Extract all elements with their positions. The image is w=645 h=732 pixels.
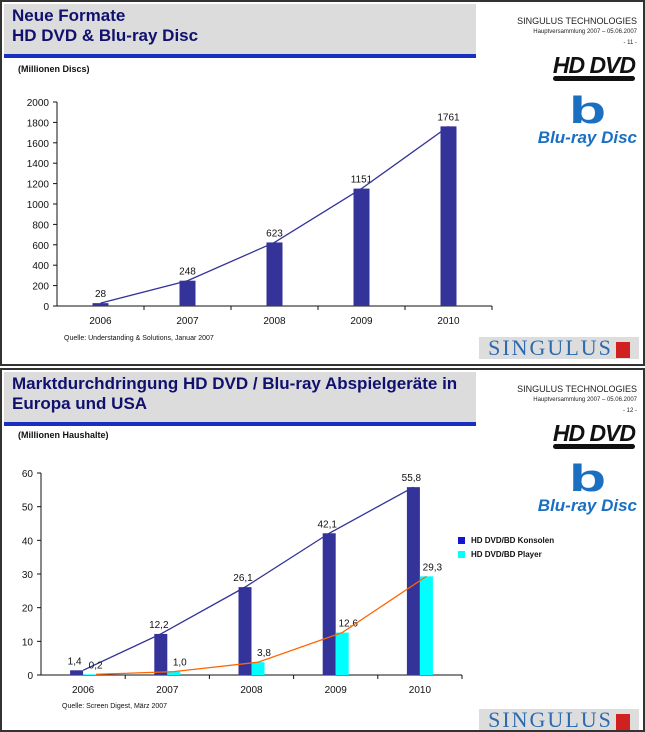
y-tick-label: 1400 (27, 159, 50, 170)
hd-dvd-logo: HD DVD (552, 52, 636, 81)
y-tick-label: 200 (32, 282, 49, 293)
x-tick-label: 2010 (437, 316, 460, 327)
y-tick-label: 60 (22, 469, 34, 480)
page-number: - 11 - (623, 40, 637, 46)
bar (322, 533, 336, 675)
y-tick-label: 1200 (27, 180, 50, 191)
unit-label: (Millionen Haushalte) (18, 430, 109, 440)
slide-1: Neue Formate HD DVD & Blu-ray Disc SINGUL… (0, 0, 645, 366)
y-tick-label: 0 (43, 302, 49, 313)
y-tick-label: 40 (22, 536, 34, 547)
company-name: SINGULUS TECHNOLOGIES (517, 16, 637, 26)
y-tick-label: 2000 (27, 98, 50, 109)
x-tick-label: 2008 (263, 316, 286, 327)
y-tick-label: 50 (22, 503, 34, 514)
data-label: 12,2 (149, 620, 169, 631)
title-line-2: Europa und USA (12, 394, 148, 413)
x-tick-label: 2008 (240, 685, 263, 696)
bar (179, 280, 196, 306)
bar (419, 576, 433, 675)
data-label: 42,1 (317, 519, 337, 530)
bar (440, 126, 457, 307)
y-tick-label: 400 (32, 261, 49, 272)
x-tick-label: 2006 (89, 316, 112, 327)
data-label: 12,6 (338, 619, 358, 630)
corporate-info: SINGULUS TECHNOLOGIES Hauptversammlung 20… (517, 384, 637, 417)
title-line-1: Marktdurchdringung HD DVD / Blu-ray Absp… (12, 374, 458, 393)
trend-line (96, 575, 427, 675)
event: Hauptversammlung 2007 – 05.06.2007 (533, 397, 637, 403)
y-tick-label: 0 (27, 671, 33, 682)
corporate-info: SINGULUS TECHNOLOGIES Hauptversammlung 20… (517, 16, 637, 49)
chart-2: 0 10 20 30 40 50 60 2006 2007 2008 2009 2010 1,4 12,2… (22, 469, 463, 696)
slide-2: Marktdurchdringung HD DVD / Blu-ray Absp… (0, 368, 645, 732)
bar (406, 487, 420, 675)
data-label: 623 (266, 228, 283, 239)
data-label: 26,1 (233, 573, 253, 584)
bar (83, 674, 97, 675)
legend-item: HD DVD/BD Konsolen (458, 536, 554, 545)
data-label: 3,8 (257, 648, 271, 659)
y-tick-label: 1600 (27, 139, 50, 150)
slide-header: Neue Formate HD DVD & Blu-ray Disc (4, 4, 476, 58)
data-label: 55,8 (402, 473, 422, 484)
y-tick-label: 600 (32, 241, 49, 252)
slide-header: Marktdurchdringung HD DVD / Blu-ray Absp… (4, 372, 476, 426)
page-number: - 12 - (622, 408, 637, 414)
y-tick-label: 30 (22, 570, 34, 581)
source-note: Quelle: Understanding & Solutions, Janua… (64, 335, 214, 342)
x-tick-label: 2010 (409, 685, 432, 696)
y-tick-label: 800 (32, 220, 49, 231)
bluray-logo: b Blu-ray Disc (537, 458, 637, 515)
x-tick-label: 2007 (156, 685, 179, 696)
bar (154, 633, 168, 675)
chart-1: 0 200 400 600 800 1000 1200 1400 1600 1800 2000 200… (27, 98, 493, 327)
bar (92, 303, 109, 306)
data-label: 1,0 (173, 658, 187, 669)
data-label: 1151 (351, 175, 373, 186)
unit-label: (Millionen Discs) (18, 64, 90, 74)
bar (238, 587, 252, 675)
data-label: 29,3 (423, 562, 443, 573)
bar (335, 632, 349, 675)
y-tick-label: 1000 (27, 200, 50, 211)
bar (353, 188, 370, 306)
legend-item: HD DVD/BD Player (458, 550, 542, 559)
y-tick-label: 10 (22, 637, 34, 648)
y-tick-label: 1800 (27, 118, 50, 129)
data-label: 28 (95, 289, 107, 300)
trend-line (100, 125, 449, 304)
data-label: 0,2 (89, 660, 103, 671)
bluray-logo: b Blu-ray Disc (537, 90, 637, 147)
x-tick-label: 2009 (350, 316, 373, 327)
x-tick-label: 2007 (176, 316, 199, 327)
x-tick-label: 2009 (325, 685, 348, 696)
bar (167, 671, 181, 675)
trend-line (82, 486, 414, 671)
data-label: 1761 (437, 112, 460, 123)
company-name: SINGULUS TECHNOLOGIES (517, 384, 637, 394)
data-label: 248 (179, 267, 196, 278)
singulus-logo: SINGULUS (479, 337, 639, 359)
title-line-2: HD DVD & Blu-ray Disc (12, 26, 199, 45)
hd-dvd-logo: HD DVD (552, 420, 636, 449)
bar (70, 670, 84, 675)
bar (266, 242, 283, 306)
bar (251, 662, 265, 675)
source-note: Quelle: Screen Digest, März 2007 (62, 703, 168, 710)
x-tick-label: 2006 (72, 685, 95, 696)
y-tick-label: 20 (22, 604, 34, 615)
event: Hauptversammlung 2007 – 05.06.2007 (533, 29, 637, 35)
title-line-1: Neue Formate (12, 6, 126, 25)
data-label: 1,4 (68, 656, 82, 667)
